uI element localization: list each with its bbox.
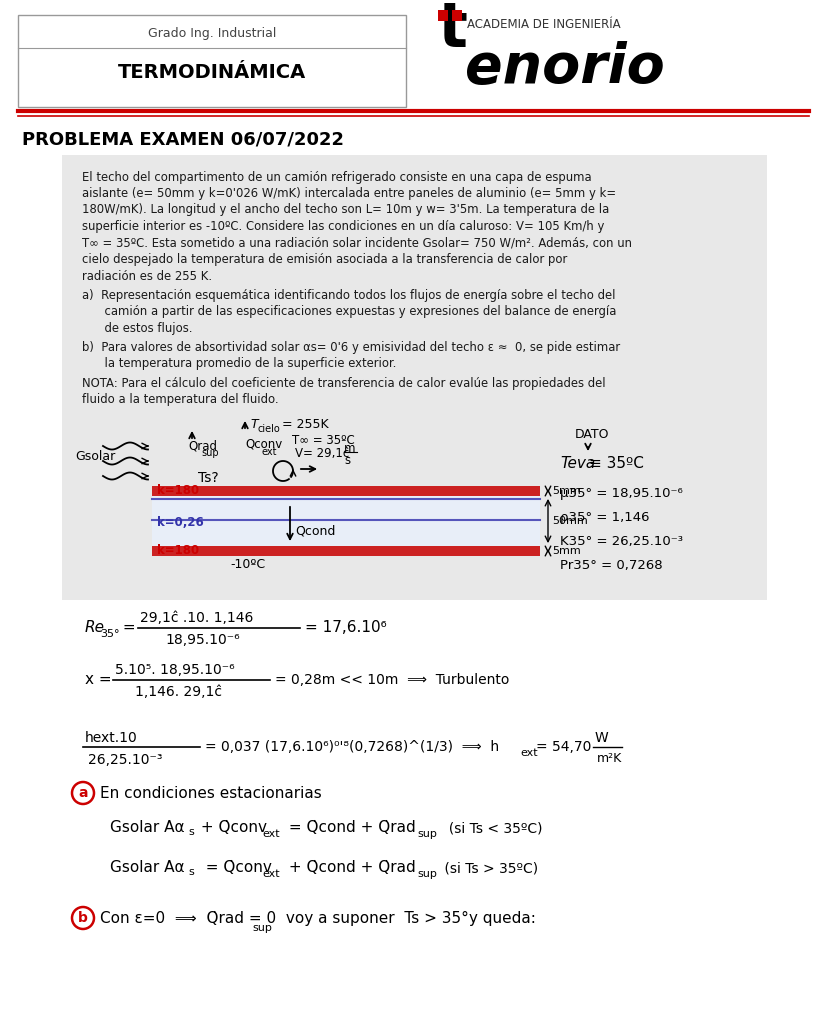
Bar (62, 155, 767, 600)
Text: Gsolar Aα: Gsolar Aα (110, 860, 184, 876)
Text: a)  Representación esquemática identificando todos los flujos de energía sobre e: a) Representación esquemática identifica… (82, 289, 615, 302)
Text: + Q̇cond + Q̇rad: + Q̇cond + Q̇rad (284, 860, 416, 876)
Text: T∞ = 35ºC: T∞ = 35ºC (292, 433, 355, 446)
Text: PROBLEMA EXAMEN 06/07/2022: PROBLEMA EXAMEN 06/07/2022 (22, 130, 344, 148)
Text: 5mm: 5mm (552, 546, 581, 556)
Bar (438, 10, 448, 22)
Text: Teva: Teva (560, 457, 595, 471)
Circle shape (72, 782, 94, 804)
Text: 5.10⁵. 18,95.10⁻⁶: 5.10⁵. 18,95.10⁻⁶ (115, 663, 235, 677)
Text: = 0,28m << 10m  ⟹  Turbulento: = 0,28m << 10m ⟹ Turbulento (275, 673, 509, 687)
Text: de estos flujos.: de estos flujos. (82, 322, 193, 335)
Text: 180W/mK). La longitud y el ancho del techo son L= 10m y w= 3'5m. La temperatura : 180W/mK). La longitud y el ancho del tec… (82, 204, 609, 216)
Text: = 0,037 (17,6.10⁶)⁰'⁸(0,7268)^(1/3)  ⟹  h: = 0,037 (17,6.10⁶)⁰'⁸(0,7268)^(1/3) ⟹ h (205, 740, 500, 754)
Text: ext: ext (261, 447, 276, 457)
Bar (152, 546, 540, 556)
Text: 1,146. 29,1ĉ: 1,146. 29,1ĉ (135, 685, 222, 699)
Bar (452, 10, 462, 22)
Text: Pr35° = 0,7268: Pr35° = 0,7268 (560, 559, 662, 572)
Text: k=180: k=180 (157, 545, 199, 557)
Text: m: m (344, 441, 356, 455)
Text: radiación es de 255 K.: radiación es de 255 K. (82, 269, 212, 283)
Text: x =: x = (85, 673, 112, 687)
Text: Ts?: Ts? (198, 471, 218, 485)
Text: (si Ts < 35ºC): (si Ts < 35ºC) (440, 821, 543, 835)
Text: m²K: m²K (597, 753, 622, 766)
Text: = 255K: = 255K (282, 418, 328, 430)
Text: la temperatura promedio de la superficie exterior.: la temperatura promedio de la superficie… (82, 357, 396, 370)
Text: Q̇cond: Q̇cond (295, 524, 336, 538)
Text: ρ35° = 1,146: ρ35° = 1,146 (560, 512, 649, 524)
Text: T∞ = 35ºC. Esta sometido a una radiación solar incidente Gsolar= 750 W/m². Ademá: T∞ = 35ºC. Esta sometido a una radiación… (82, 237, 632, 250)
Text: fluido a la temperatura del fluido.: fluido a la temperatura del fluido. (82, 393, 279, 406)
Text: Q̇rad: Q̇rad (188, 439, 217, 453)
Text: Q̇conv: Q̇conv (245, 437, 282, 451)
Text: -10ºC: -10ºC (230, 557, 265, 570)
Text: Re: Re (85, 621, 105, 636)
Text: k=0,26: k=0,26 (157, 516, 203, 529)
Text: 5mm: 5mm (552, 486, 581, 496)
Text: μ35° = 18,95.10⁻⁶: μ35° = 18,95.10⁻⁶ (560, 487, 683, 501)
Text: = 17,6.10⁶: = 17,6.10⁶ (305, 621, 387, 636)
Text: 29,1ĉ .10. 1,146: 29,1ĉ .10. 1,146 (140, 611, 253, 625)
Text: 50mm: 50mm (552, 516, 588, 526)
Text: superficie interior es -10ºC. Considere las condiciones en un día caluroso: V= 1: superficie interior es -10ºC. Considere … (82, 220, 605, 233)
Text: = Q̇cond + Q̇rad: = Q̇cond + Q̇rad (284, 820, 416, 836)
Text: cielo: cielo (258, 424, 280, 434)
Text: t: t (437, 0, 467, 60)
Text: cielo despejado la temperatura de emisión asociada a la transferencia de calor p: cielo despejado la temperatura de emisió… (82, 253, 567, 266)
Text: b: b (78, 911, 88, 925)
Text: =: = (118, 621, 141, 636)
Text: 18,95.10⁻⁶: 18,95.10⁻⁶ (165, 633, 240, 647)
Text: + Q̇conv: + Q̇conv (196, 820, 267, 836)
Text: sup: sup (417, 869, 437, 879)
Text: = Q̇conv: = Q̇conv (196, 860, 272, 876)
Text: Con ε=0  ⟹  Q̇rad = 0  voy a suponer  Ts > 35°y queda:: Con ε=0 ⟹ Q̇rad = 0 voy a suponer Ts > 3… (100, 910, 536, 926)
Bar (152, 486, 540, 496)
Text: T: T (250, 418, 258, 430)
Text: NOTA: Para el cálculo del coeficiente de transferencia de calor evalúe las propi: NOTA: Para el cálculo del coeficiente de… (82, 377, 605, 389)
Text: sup: sup (252, 923, 272, 933)
Text: ext: ext (262, 869, 280, 879)
Text: DATO: DATO (575, 427, 609, 440)
Text: b)  Para valores de absortividad solar αs= 0'6 y emisividad del techo ε ≈  0, se: b) Para valores de absortividad solar αs… (82, 341, 620, 353)
Text: s: s (188, 827, 194, 837)
Text: aislante (e= 50mm y k=0'026 W/mK) intercalada entre paneles de aluminio (e= 5mm : aislante (e= 50mm y k=0'026 W/mK) interc… (82, 187, 616, 200)
Bar (152, 496, 540, 546)
Text: k=180: k=180 (157, 484, 199, 498)
Text: El techo del compartimento de un camión refrigerado consiste en una capa de espu: El techo del compartimento de un camión … (82, 171, 591, 183)
Text: W: W (595, 731, 609, 745)
Text: Gsolar: Gsolar (75, 450, 115, 463)
Text: K35° = 26,25.10⁻³: K35° = 26,25.10⁻³ (560, 536, 683, 549)
Text: sup: sup (201, 449, 218, 458)
Circle shape (72, 907, 94, 929)
Bar (18, 15, 406, 106)
Text: sup: sup (417, 829, 437, 839)
Text: ACADEMIA DE INGENIERÍA: ACADEMIA DE INGENIERÍA (467, 18, 620, 32)
Text: a: a (79, 786, 88, 800)
Text: hext.10: hext.10 (85, 731, 138, 745)
Text: 26,25.10⁻³: 26,25.10⁻³ (88, 753, 162, 767)
Text: enorio: enorio (465, 41, 665, 95)
Text: En condiciones estacionarias: En condiciones estacionarias (100, 785, 322, 801)
Text: (si Ts > 35ºC): (si Ts > 35ºC) (440, 861, 538, 874)
Text: camión a partir de las especificaciones expuestas y expresiones del balance de e: camión a partir de las especificaciones … (82, 305, 616, 318)
Text: ext: ext (262, 829, 280, 839)
Text: V= 29,1ĉ: V= 29,1ĉ (295, 447, 349, 461)
Text: TERMODINÁMICA: TERMODINÁMICA (118, 62, 306, 82)
Text: s: s (188, 867, 194, 877)
Text: s: s (344, 454, 350, 467)
Text: ext: ext (520, 748, 538, 758)
Text: Gsolar Aα: Gsolar Aα (110, 820, 184, 836)
Text: = 54,70: = 54,70 (536, 740, 591, 754)
Text: 35°: 35° (100, 629, 119, 639)
Text: Grado Ing. Industrial: Grado Ing. Industrial (148, 28, 276, 41)
Text: ≡ 35ºC: ≡ 35ºC (589, 457, 644, 471)
